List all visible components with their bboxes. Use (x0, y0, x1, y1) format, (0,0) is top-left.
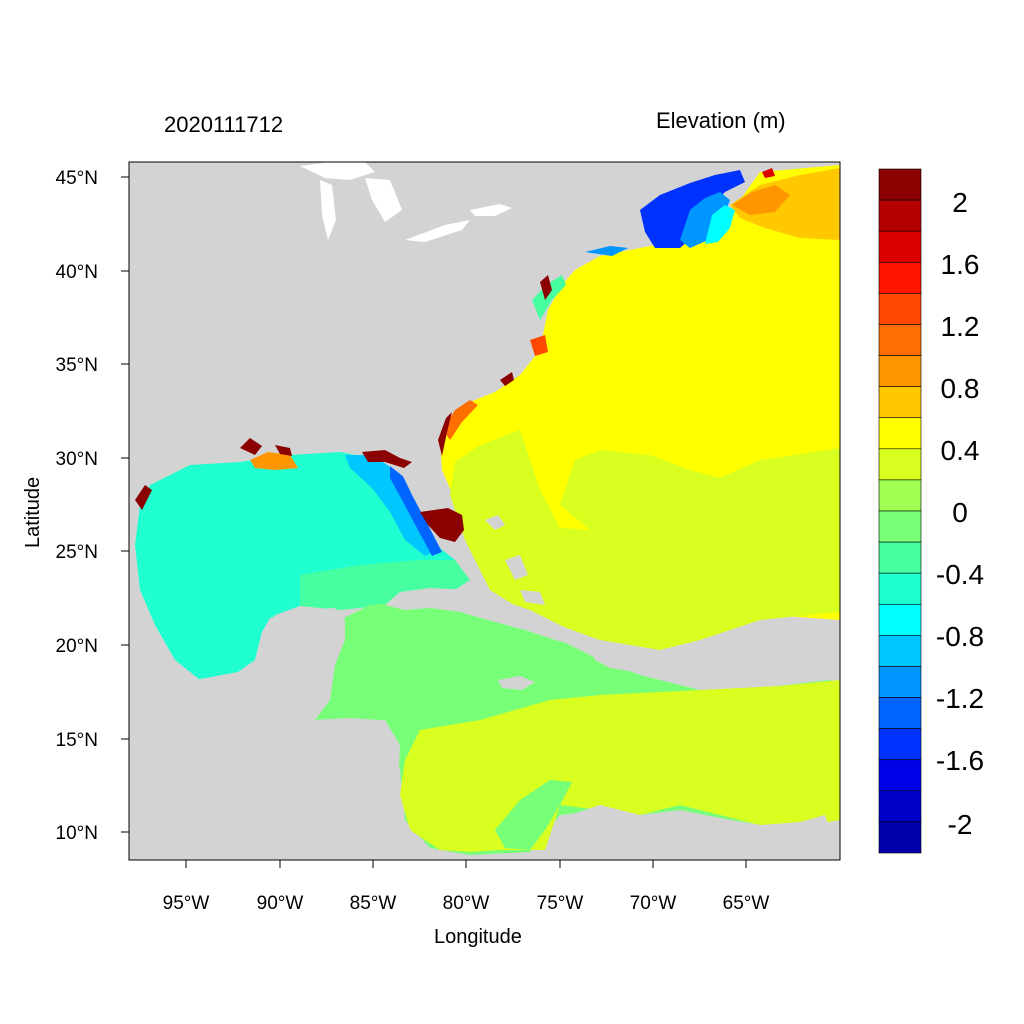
outer-banks-high (530, 335, 548, 356)
west-florida-shelf-low (345, 455, 438, 556)
gulf-of-mexico (135, 452, 455, 680)
colorbar-label: -1.2 (936, 683, 984, 714)
lat-tick-label: 15°N (56, 730, 98, 751)
colorbar-swatch (878, 261, 922, 294)
lat-tick-label: 35°N (56, 355, 98, 376)
lat-tick-label: 10°N (56, 823, 98, 844)
lon-tick-label: 95°W (163, 893, 210, 914)
colorbar-label: -0.4 (936, 559, 984, 590)
lake-huron (365, 178, 402, 222)
latitude-tick-labels: 45°N 40°N 35°N 30°N 25°N 20°N 15°N 10°N (56, 168, 98, 844)
map-frame (128, 161, 841, 861)
colorbar-swatch (878, 603, 922, 636)
lon-tick-label: 80°W (443, 893, 490, 914)
florida-land (372, 455, 452, 520)
colorbar-swatch (878, 199, 922, 232)
south-florida-high-surge (420, 508, 464, 542)
map-area (129, 162, 840, 860)
longitude-ticks (185, 860, 747, 868)
louisiana-coast-red (240, 438, 292, 456)
colorbar-swatch (878, 728, 922, 761)
lake-michigan (320, 180, 336, 240)
colorbar-swatch (878, 386, 922, 419)
lat-tick-label: 20°N (56, 636, 98, 657)
colorbar-swatch (878, 324, 922, 356)
lat-tick-label: 45°N (56, 168, 98, 189)
gulf-of-maine-mid (680, 192, 730, 248)
lon-tick-label: 70°W (630, 893, 677, 914)
st-lawrence-red (762, 168, 775, 178)
colorbar-swatch (878, 230, 922, 263)
lat-tick-label: 25°N (56, 542, 98, 563)
lon-tick-label: 65°W (723, 893, 770, 914)
colorbar-label: -2 (948, 809, 973, 840)
colorbar-swatch (878, 821, 922, 854)
colorbar-label: 0.8 (941, 373, 980, 404)
colorbar-label: 2 (952, 187, 968, 218)
colorbar-swatch (878, 168, 922, 201)
south-america-land (545, 805, 840, 860)
colorbar-swatch (878, 448, 922, 481)
jamaica-land (498, 676, 535, 690)
big-bend-high-surge (362, 450, 412, 468)
colorbar-swatch (878, 355, 922, 387)
lake-superior (300, 162, 375, 180)
louisiana-marsh-high (250, 452, 298, 470)
hispaniola-land (590, 645, 680, 676)
west-florida-shelf-deep (390, 462, 442, 556)
colorbar-swatch (878, 293, 922, 325)
mid-atlantic-coast-band (532, 275, 566, 320)
colorbar-swatch (878, 790, 922, 823)
gulf-of-maine-edge (705, 205, 735, 244)
colorbar-label: 0 (952, 497, 968, 528)
colorbar-swatch (878, 541, 922, 574)
date-label: 2020111712 (164, 112, 284, 137)
long-island-sound-low (585, 246, 628, 256)
colorbar-swatch (878, 417, 922, 450)
northeast-high-core (732, 185, 790, 215)
lat-tick-label: 30°N (56, 449, 98, 470)
northeast-high-patch (730, 168, 840, 240)
southeast-coast-high (443, 400, 478, 440)
colorbar-swatch (878, 479, 922, 512)
cuba-land (385, 588, 590, 648)
colorbar-label: 1.2 (941, 311, 980, 342)
lake-ontario (470, 204, 512, 216)
colorbar-label: 0.4 (941, 435, 980, 466)
longitude-tick-labels: 95°W 90°W 85°W 80°W 75°W 70°W 65°W (163, 893, 770, 914)
caribbean-southeast (400, 680, 840, 852)
colorbar-label: 1.6 (941, 249, 980, 280)
latitude-ticks (121, 176, 129, 833)
colorbar-labels: 2 1.6 1.2 0.8 0.4 0 -0.4 -0.8 -1.2 -1.6 … (936, 187, 984, 840)
puerto-rico-land (705, 674, 738, 686)
lake-erie (405, 220, 470, 242)
colombia-basin-patch (495, 780, 572, 850)
lon-tick-label: 75°W (537, 893, 584, 914)
x-axis-label: Longitude (434, 926, 522, 948)
colorbar-label: -0.8 (936, 621, 984, 652)
texas-coast-red (135, 485, 152, 510)
colorbar-swatch (878, 510, 922, 543)
colorbar-swatch (878, 697, 922, 729)
colorbar-label: -1.6 (936, 745, 984, 776)
bahamas-land (485, 515, 545, 605)
colorbar-swatch (878, 759, 922, 792)
lon-tick-label: 90°W (257, 893, 304, 914)
colorbar-swatch (878, 572, 922, 605)
yucatan-land (195, 608, 345, 720)
lat-tick-label: 40°N (56, 262, 98, 283)
lon-tick-label: 85°W (350, 893, 397, 914)
central-america-land (129, 690, 440, 860)
south-atlantic-band (450, 430, 840, 650)
colorbar (878, 168, 922, 854)
variable-label: Elevation (m) (656, 108, 786, 133)
colorbar-swatch (878, 635, 922, 667)
colorbar-swatch (878, 666, 922, 698)
